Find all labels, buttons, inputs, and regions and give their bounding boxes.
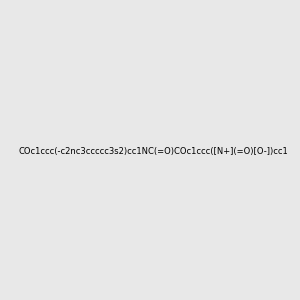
Text: COc1ccc(-c2nc3ccccc3s2)cc1NC(=O)COc1ccc([N+](=O)[O-])cc1: COc1ccc(-c2nc3ccccc3s2)cc1NC(=O)COc1ccc(… [19, 147, 289, 156]
